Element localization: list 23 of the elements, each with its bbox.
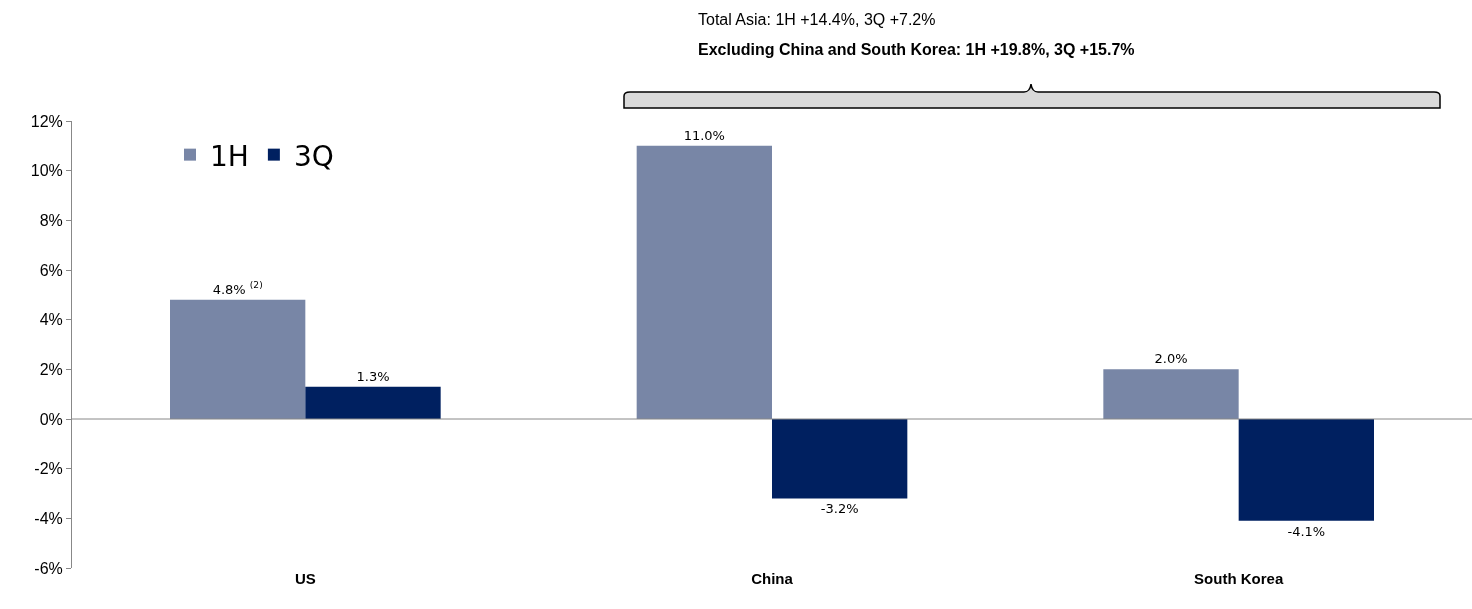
legend-label: 1H <box>210 139 249 173</box>
data-label: 1.3% <box>356 368 390 384</box>
data-label: 4.8% $^{(2)}$ <box>212 280 263 297</box>
y-tick-label: -6% <box>34 559 63 577</box>
y-tick-label: 0% <box>39 410 63 428</box>
y-tick-label: -4% <box>34 509 63 527</box>
y-tick-label: 6% <box>39 261 63 279</box>
y-tick-label: 10% <box>30 162 63 180</box>
text: Excluding China and South Korea: 1H +19.8%, 3Q +15.7% <box>698 41 1135 58</box>
data-label: -4.1% <box>1287 523 1326 539</box>
text: Total Asia: 1H +14.4%, 3Q +7.2% <box>698 11 936 28</box>
x-tick-label: South Korea <box>1194 570 1284 587</box>
data-label: 2.0% <box>1154 351 1188 367</box>
x-tick-label: US <box>294 570 316 587</box>
y-tick-label: -2% <box>34 460 63 478</box>
y-tick-label: 12% <box>30 112 63 130</box>
data-label: -3.2% <box>820 501 859 517</box>
y-tick-label: 2% <box>39 360 63 378</box>
legend-label: 3Q <box>293 139 334 173</box>
y-tick-label: 8% <box>39 211 63 229</box>
data-label: 11.0% <box>683 127 725 143</box>
y-tick-label: 4% <box>39 311 63 329</box>
x-tick-label: China <box>751 570 794 587</box>
